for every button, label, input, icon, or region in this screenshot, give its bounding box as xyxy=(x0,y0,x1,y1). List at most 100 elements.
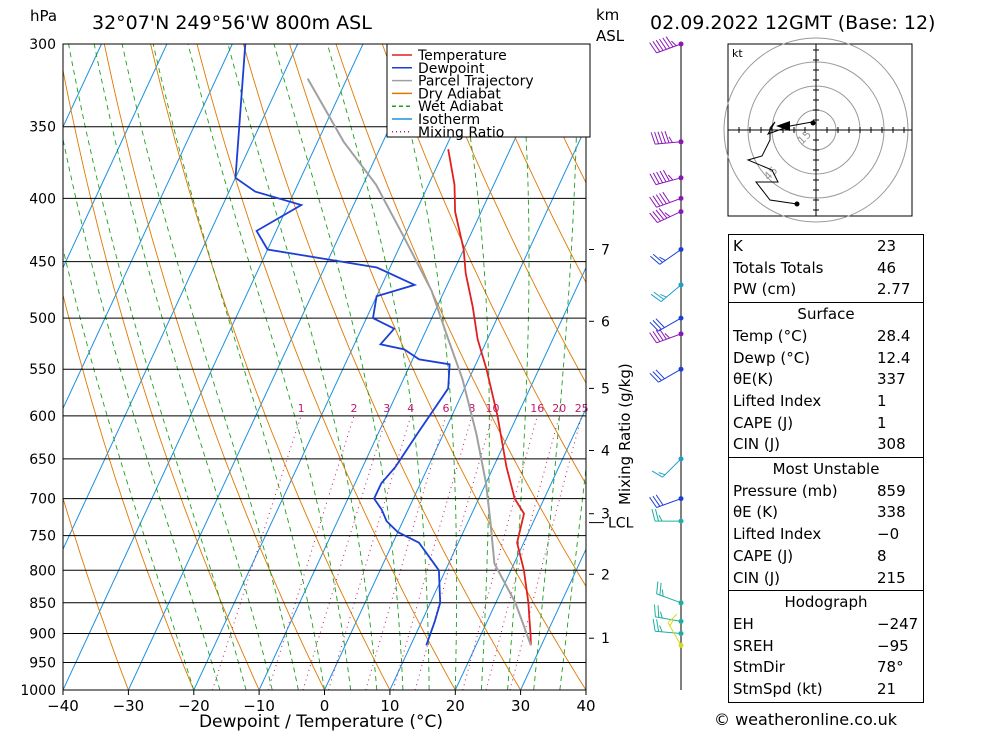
table-row-value: −0 xyxy=(877,525,900,544)
pressure-tick-label: 900 xyxy=(29,627,56,643)
table-row-value: 12.4 xyxy=(877,348,911,367)
pressure-tick-label: 350 xyxy=(29,120,56,136)
wind-barb-feather xyxy=(650,132,656,145)
km-tick-label: 6 xyxy=(601,314,610,330)
wet-adiabat-line xyxy=(227,44,378,690)
wind-barb-feather xyxy=(652,618,656,632)
table-row: θE (K) 338 xyxy=(733,501,919,523)
wind-barb-feather xyxy=(667,613,678,624)
table-row-value: 1 xyxy=(877,413,887,432)
table-row: StmSpd (kt) 21 xyxy=(733,678,919,700)
wind-barb-feather xyxy=(658,514,663,522)
wind-barb-feather xyxy=(671,40,677,47)
pressure-tick-label: 300 xyxy=(29,37,56,53)
table-row: PW (cm) 2.77 xyxy=(733,278,919,300)
wet-adiabat-line xyxy=(559,465,586,690)
mixing-ratio-axis-title: Mixing Ratio (g/kg) xyxy=(616,363,634,505)
x-axis-title: Dewpoint / Temperature (°C) xyxy=(199,712,443,732)
wind-barb xyxy=(667,613,684,648)
temperature-line xyxy=(447,149,532,646)
pressure-axis: 300 350 400 450 500 550 600 650 700 750 800 850 900 9… xyxy=(20,37,56,699)
wind-barb-feather xyxy=(655,318,665,328)
x-tick-label: 40 xyxy=(576,697,595,715)
x-tick-label: −40 xyxy=(47,697,79,715)
table-row-value: 78° xyxy=(877,658,904,677)
table-row-key: Lifted Index xyxy=(733,525,822,544)
mixing-ratio-label: 20 xyxy=(552,402,566,415)
pressure-tick-label: 800 xyxy=(29,563,56,579)
pressure-tick-label: 950 xyxy=(29,656,56,672)
mixing-ratio-labels: 1 2 3 4 6 8 10 16 20 25 xyxy=(298,402,589,415)
mixing-ratio-line xyxy=(302,415,388,690)
x-tick-label: 0 xyxy=(320,697,330,715)
wind-barb-feather xyxy=(652,331,661,342)
wind-barb-staff xyxy=(667,622,682,646)
table-row: Pressure (mb) 859 xyxy=(733,480,919,502)
x-tick-label: −30 xyxy=(113,697,145,715)
wind-barb-feather xyxy=(660,293,667,298)
table-row-key: StmSpd (kt) xyxy=(733,680,823,698)
location-title: 32°07'N 249°56'W 800m ASL xyxy=(92,12,372,34)
hodograph-start-dot xyxy=(794,201,800,207)
wet-adiabat-line xyxy=(273,44,404,690)
table-row: EH −247 xyxy=(733,613,919,635)
wind-barb-staff xyxy=(658,317,682,332)
isotherm-line xyxy=(520,547,586,690)
dry-adiabat-line xyxy=(242,44,521,690)
table-row-key: Temp (°C) xyxy=(733,326,808,345)
wind-barb-feather xyxy=(664,131,670,144)
x-tick-label: 20 xyxy=(446,697,465,715)
dry-adiabat-line xyxy=(63,496,129,690)
wind-barb-feather xyxy=(655,369,665,380)
isotherm-line xyxy=(389,266,586,690)
wind-barb-feather xyxy=(655,209,665,220)
mixing-ratio-label: 16 xyxy=(530,402,544,415)
parcel-trajectory-line xyxy=(306,78,532,646)
isotherm-line xyxy=(258,44,560,690)
wet-adiabat-line xyxy=(453,44,490,690)
wind-barb-staff xyxy=(655,630,682,634)
wind-barb-feather xyxy=(651,470,663,478)
table-row-key: Totals Totals xyxy=(733,258,824,277)
table-row-key: θE (K) xyxy=(733,503,778,522)
table-row: StmDir 78° xyxy=(733,656,919,678)
pressure-unit-label: hPa xyxy=(30,7,57,25)
wind-barb xyxy=(651,456,684,478)
table-row: CAPE (J) 8 xyxy=(733,545,919,567)
dry-adiabat-line xyxy=(474,44,586,284)
lcl-label: LCL xyxy=(608,516,634,532)
isobars xyxy=(63,43,586,691)
wind-barb xyxy=(649,328,684,344)
pressure-tick-label: 850 xyxy=(29,596,56,612)
wet-adiabat-line xyxy=(93,44,273,690)
legend-label: Temperature xyxy=(417,48,507,64)
table-row: θE(K) 337 xyxy=(733,368,919,390)
mixing-ratio-line xyxy=(328,415,412,690)
dry-adiabat-line xyxy=(381,44,586,486)
dry-adiabat-line xyxy=(428,44,586,384)
km-tick-label: 4 xyxy=(601,444,610,460)
wind-barb-feather xyxy=(654,604,656,617)
credit-footer: © weatheronline.co.uk xyxy=(714,710,897,729)
mixing-ratio-label: 4 xyxy=(407,402,414,415)
wind-barb-feather xyxy=(655,508,659,522)
table-row: Dewp (°C) 12.4 xyxy=(733,347,919,369)
wind-barb-feather xyxy=(656,619,660,632)
legend-label: Dry Adiabat xyxy=(418,86,501,102)
km-tick-label: 2 xyxy=(601,567,610,583)
wind-barb-staff xyxy=(656,197,682,208)
wind-barb-feather xyxy=(662,191,671,203)
wind-barb-feather xyxy=(658,472,666,476)
km-tick-label: 1 xyxy=(601,631,610,647)
mixing-ratio-label: 8 xyxy=(468,402,475,415)
temperature-axis: −40 −30 −20 −10 0 10 20 30 40 xyxy=(47,690,596,715)
table-row-value: 308 xyxy=(877,435,906,454)
wind-barb-feather xyxy=(661,589,664,597)
dry-adiabat-line xyxy=(985,44,1000,690)
table-row-value: 46 xyxy=(877,258,897,277)
wind-barb xyxy=(649,36,684,54)
isotherm-line xyxy=(454,407,586,690)
wind-barb-feather xyxy=(650,255,661,265)
wind-barb-feather xyxy=(649,212,658,223)
wind-barb xyxy=(650,247,684,265)
